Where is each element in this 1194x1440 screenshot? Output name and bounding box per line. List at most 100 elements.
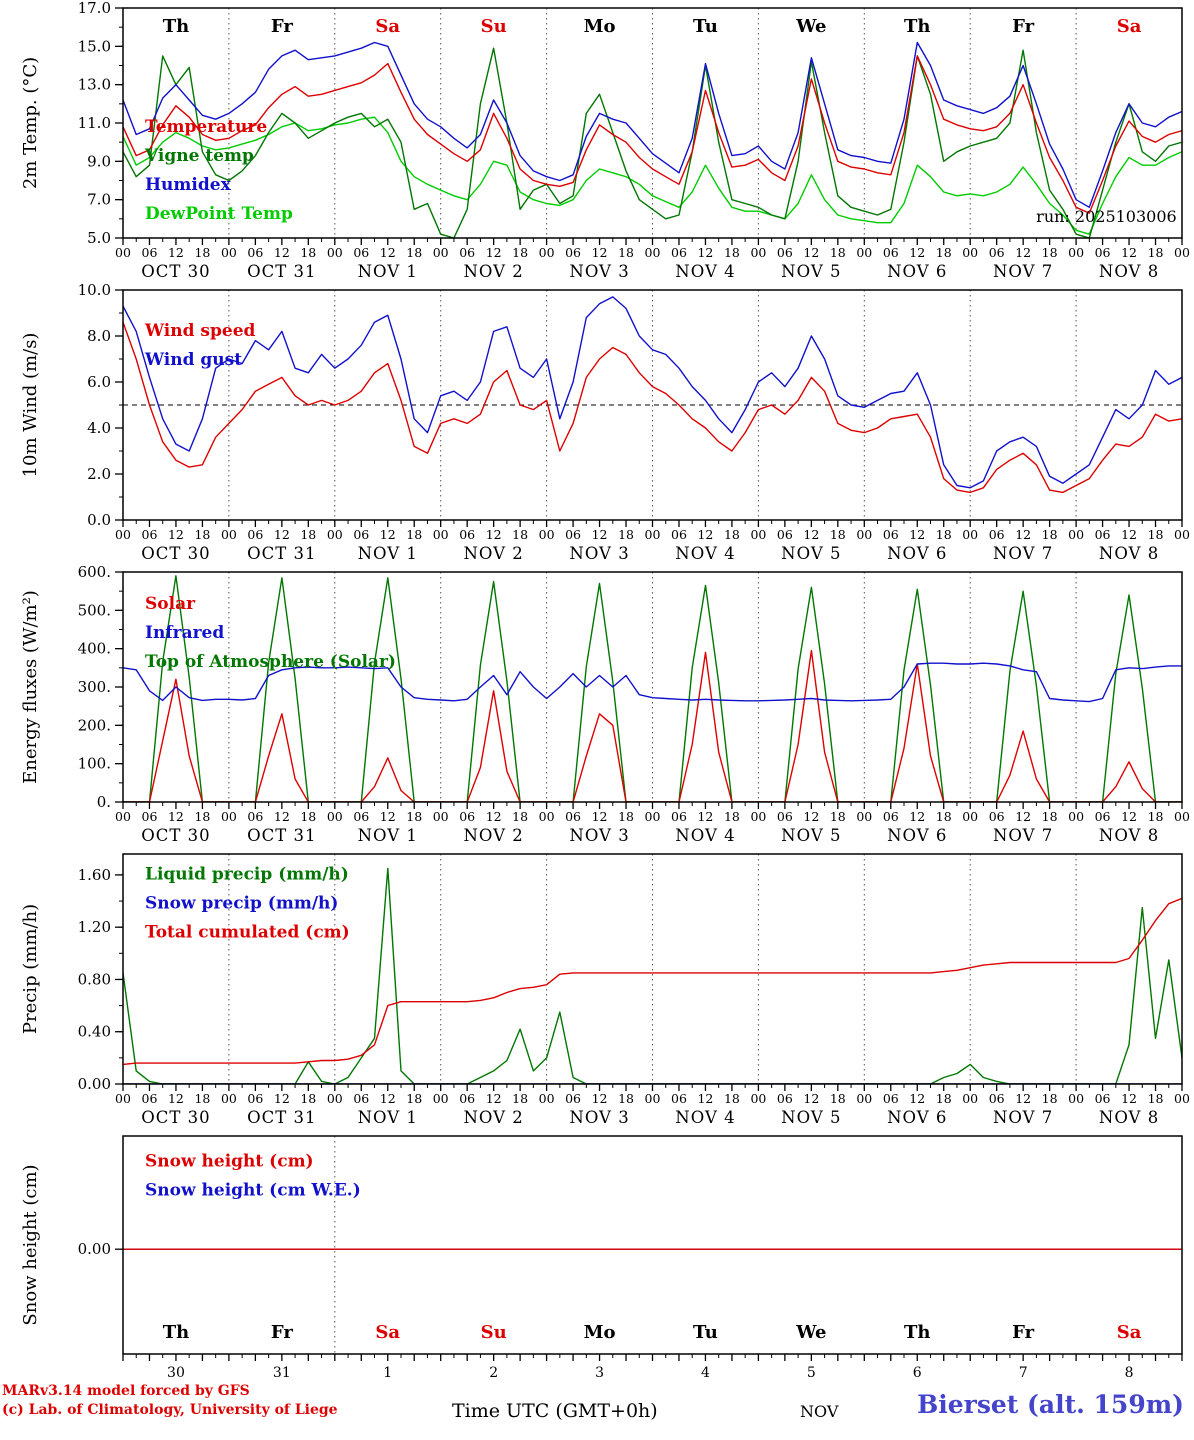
- hour-tick-label: 06: [777, 1091, 793, 1106]
- hour-tick-label: 18: [406, 809, 422, 824]
- hour-tick-label: 00: [433, 1091, 449, 1106]
- hour-tick-label: 06: [353, 245, 369, 260]
- plot-frame: [122, 289, 1183, 521]
- legend-wind-speed: Wind speed: [144, 321, 256, 341]
- hour-tick-label: 18: [300, 1091, 316, 1106]
- hour-tick-label: 06: [883, 527, 899, 542]
- hour-tick-label: 06: [353, 809, 369, 824]
- hour-tick-label: 06: [883, 245, 899, 260]
- y-tick-label: 200.: [78, 716, 111, 734]
- date-label: NOV 7: [993, 262, 1053, 281]
- hour-tick-label: 00: [1174, 1091, 1190, 1106]
- date-label: NOV 7: [993, 544, 1053, 563]
- hour-tick-label: 18: [936, 809, 952, 824]
- y-tick-label: 15.0: [78, 37, 111, 55]
- date-label: NOV 1: [358, 262, 418, 281]
- hour-tick-label: 06: [247, 245, 263, 260]
- plot-frame: [122, 1135, 1183, 1355]
- hour-tick-label: 12: [168, 527, 184, 542]
- panel-wind: 10.0 8.0 6.0 4.0 2.0 0.0 00 06 12 18 00 06 12 18 00 06 1…: [0, 282, 1194, 564]
- hour-tick-label: 00: [750, 527, 766, 542]
- series-infrared: [123, 662, 1182, 703]
- hour-tick-label: 18: [724, 809, 740, 824]
- day-name: We: [795, 16, 826, 37]
- hour-tick-label: 18: [512, 245, 528, 260]
- hour-tick-label: 12: [1121, 809, 1137, 824]
- y-tick-label: 0.00: [78, 1075, 111, 1093]
- day-name: Fr: [1012, 16, 1034, 37]
- hour-tick-label: 00: [750, 1091, 766, 1106]
- hour-tick-label: 12: [274, 245, 290, 260]
- date-label: NOV 5: [781, 1108, 841, 1127]
- y-tick-label: 13.0: [78, 76, 111, 94]
- hour-tick-label: 12: [803, 527, 819, 542]
- y-tick-label: 1.60: [78, 866, 111, 884]
- day-name: Sa: [1117, 16, 1142, 37]
- hour-tick-label: 12: [592, 809, 608, 824]
- date-label: NOV 6: [887, 1108, 947, 1127]
- station-label: Bierset (alt. 159m): [917, 1390, 1184, 1419]
- hour-tick-label: 06: [565, 527, 581, 542]
- date-label: NOV 2: [463, 262, 523, 281]
- hour-tick-label: 00: [327, 809, 343, 824]
- hour-tick-label: 12: [274, 527, 290, 542]
- y-tick-label: 0.00: [78, 1240, 111, 1258]
- hour-tick-label: 00: [327, 1091, 343, 1106]
- hour-tick-label: 12: [1015, 809, 1031, 824]
- date-label: NOV 5: [781, 826, 841, 845]
- credit-line-2: (c) Lab. of Climatology, University of L…: [2, 1402, 338, 1418]
- y-tick-label: 500.: [78, 601, 111, 619]
- date-label: NOV 8: [1099, 544, 1159, 563]
- y-tick-label: 600.: [78, 564, 111, 581]
- hour-tick-label: 12: [274, 809, 290, 824]
- run-label: run: 2025103006: [1036, 207, 1177, 226]
- hour-tick-label: 12: [1015, 1091, 1031, 1106]
- day-name: Th: [163, 1322, 189, 1343]
- date-number: 4: [701, 1365, 710, 1380]
- date-number: 5: [807, 1365, 816, 1380]
- hour-tick-label: 00: [1174, 527, 1190, 542]
- legend-humidex: Humidex: [145, 175, 232, 195]
- hour-tick-label: 00: [221, 809, 237, 824]
- hour-tick-label: 06: [565, 245, 581, 260]
- hour-tick-label: 12: [486, 245, 502, 260]
- date-label: NOV 4: [675, 826, 735, 845]
- hour-tick-label: 18: [1148, 809, 1164, 824]
- hour-tick-label: 18: [1042, 527, 1058, 542]
- hour-tick-label: 12: [592, 245, 608, 260]
- hour-tick-label: 18: [1148, 245, 1164, 260]
- day-name: Mo: [584, 16, 616, 37]
- hour-tick-label: 00: [750, 809, 766, 824]
- day-name: Fr: [1012, 1322, 1034, 1343]
- day-name: Th: [904, 16, 930, 37]
- series-wind-gust: [123, 296, 1182, 489]
- hour-tick-label: 00: [750, 245, 766, 260]
- date-number: 8: [1125, 1365, 1134, 1380]
- hour-tick-label: 00: [221, 1091, 237, 1106]
- y-tick-label: 400.: [78, 640, 111, 658]
- hour-tick-label: 06: [459, 527, 475, 542]
- hour-tick-label: 12: [697, 527, 713, 542]
- day-name: Mo: [584, 1322, 616, 1343]
- hour-tick-label: 00: [327, 527, 343, 542]
- hour-tick-label: 12: [274, 1091, 290, 1106]
- hour-tick-label: 00: [221, 245, 237, 260]
- hour-tick-label: 18: [936, 527, 952, 542]
- hour-tick-label: 18: [194, 809, 210, 824]
- date-number: 2: [489, 1365, 498, 1380]
- hour-tick-label: 18: [830, 809, 846, 824]
- hour-tick-label: 18: [512, 809, 528, 824]
- hour-tick-label: 12: [909, 245, 925, 260]
- y-tick-label: 9.0: [87, 152, 111, 170]
- hour-tick-label: 00: [115, 527, 131, 542]
- hour-tick-label: 06: [247, 1091, 263, 1106]
- hour-tick-label: 18: [1042, 809, 1058, 824]
- hour-tick-label: 00: [1174, 245, 1190, 260]
- temp-chart: 17.0 15.0 13.0 11.0 9.0 7.0 5.0 00 06 12 18 00 06 12 1…: [20, 0, 1190, 281]
- date-label: OCT 31: [247, 826, 316, 845]
- hour-tick-label: 18: [830, 245, 846, 260]
- legend-liquid-precip-mm-h-: Liquid precip (mm/h): [145, 864, 349, 884]
- date-label: NOV 1: [358, 544, 418, 563]
- date-label: OCT 30: [141, 262, 210, 281]
- hour-tick-label: 00: [539, 809, 555, 824]
